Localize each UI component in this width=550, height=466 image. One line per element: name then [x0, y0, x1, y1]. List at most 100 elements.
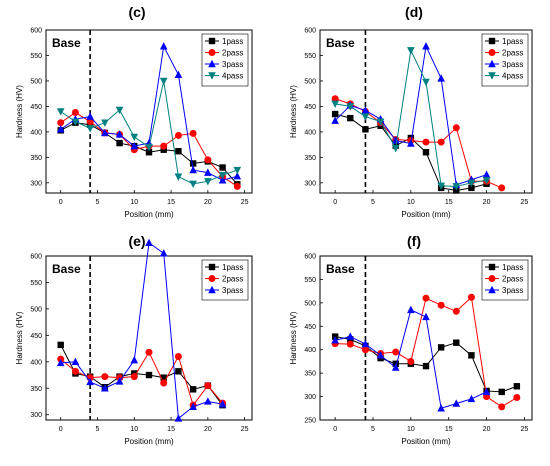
base-annotation: Base: [52, 36, 81, 50]
x-tick-label: 0: [333, 426, 337, 433]
data-point-2pass: [160, 379, 168, 387]
legend-entry: 1pass: [222, 263, 243, 272]
data-point-1pass: [145, 371, 153, 379]
panel-label-f: (f): [407, 233, 421, 249]
y-tick-label: 550: [30, 53, 42, 60]
legend-entry: 2pass: [502, 275, 523, 284]
y-tick-label: 500: [30, 306, 42, 313]
base-annotation: Base: [326, 262, 355, 276]
data-point-3pass: [101, 384, 109, 392]
data-point-2pass: [422, 138, 430, 146]
data-point-4pass: [174, 173, 183, 181]
y-axis-label: Hardness (HV): [15, 311, 24, 364]
data-point-3pass: [71, 357, 80, 366]
legend-marker: [208, 263, 216, 271]
data-point-4pass: [56, 108, 65, 116]
legend-entry: 3pass: [222, 286, 243, 295]
data-point-3pass: [361, 106, 370, 114]
data-point-3pass: [422, 312, 430, 321]
data-point-2pass: [513, 394, 521, 402]
data-point-1pass: [160, 146, 167, 153]
y-tick-label: 600: [30, 254, 42, 261]
data-point-4pass: [86, 125, 94, 133]
x-tick-label: 20: [483, 199, 491, 206]
y-tick-label: 350: [30, 386, 42, 393]
legend-marker: [208, 49, 216, 56]
x-tick-label: 15: [445, 199, 453, 206]
x-axis-label: Position (mm): [124, 437, 174, 446]
data-point-3pass: [331, 116, 339, 124]
series-line-3pass: [334, 44, 487, 186]
x-tick-label: 10: [407, 426, 415, 433]
legend-marker: [208, 37, 216, 45]
data-point-3pass: [189, 402, 197, 410]
y-tick-label: 400: [30, 129, 42, 136]
y-tick-label: 450: [30, 333, 42, 340]
data-point-1pass: [189, 386, 197, 393]
x-tick-label: 5: [96, 199, 100, 206]
data-point-3pass: [482, 387, 491, 396]
y-tick-label: 300: [30, 412, 42, 419]
x-tick-label: 0: [333, 199, 337, 206]
data-point-4pass: [130, 133, 139, 142]
y-tick-label: 500: [304, 300, 316, 307]
data-point-2pass: [422, 294, 430, 302]
data-point-2pass: [57, 119, 65, 127]
data-point-2pass: [407, 357, 415, 365]
legend-marker: [488, 37, 496, 45]
data-point-2pass: [130, 373, 138, 381]
base-annotation: Base: [326, 36, 355, 50]
base-annotation: Base: [52, 262, 81, 276]
x-tick-label: 25: [241, 199, 249, 206]
data-point-1pass: [145, 149, 153, 156]
data-point-3pass: [130, 356, 139, 364]
series-line-2pass: [60, 351, 223, 407]
y-tick-label: 550: [304, 53, 316, 60]
data-point-3pass: [391, 136, 400, 144]
data-point-4pass: [189, 180, 197, 189]
panel-label-d: (d): [405, 4, 423, 20]
x-tick-label: 10: [130, 426, 138, 433]
x-tick-label: 5: [96, 426, 100, 433]
chart-panel-0: 0 5 10 15 20 25 300 350 400 450 500 550 600 Position …: [15, 28, 253, 219]
data-point-3pass: [204, 397, 212, 405]
data-point-4pass: [376, 118, 385, 126]
x-tick-label: 15: [167, 199, 175, 206]
data-point-3pass: [437, 74, 445, 82]
data-point-1pass: [468, 352, 475, 359]
x-tick-label: 20: [483, 426, 491, 433]
data-point-3pass: [56, 358, 65, 367]
y-tick-label: 600: [30, 28, 42, 35]
y-axis-label: Hardness (HV): [15, 85, 24, 138]
data-point-3pass: [452, 399, 461, 407]
data-point-2pass: [361, 346, 369, 354]
data-point-3pass: [407, 139, 415, 147]
data-point-3pass: [376, 351, 385, 359]
legend-entry: 4pass: [222, 72, 243, 81]
data-point-2pass: [86, 118, 94, 126]
data-point-4pass: [331, 100, 339, 109]
legend-marker: [208, 275, 216, 282]
y-tick-label: 550: [304, 277, 316, 284]
y-tick-label: 600: [304, 28, 316, 35]
legend-marker: [488, 275, 496, 282]
x-tick-label: 25: [241, 426, 249, 433]
x-axis-label: Position (mm): [401, 437, 451, 446]
data-point-2pass: [174, 131, 182, 139]
legend-entry: 3pass: [222, 60, 243, 69]
chart-panel-1: 0 5 10 15 20 25 300 350 400 450 500 550 600 Position …: [289, 28, 533, 219]
y-axis-label: Hardness (HV): [289, 311, 298, 364]
x-tick-label: 15: [167, 426, 175, 433]
data-point-2pass: [331, 95, 339, 103]
legend-marker: [488, 72, 496, 80]
data-point-1pass: [362, 126, 369, 133]
x-tick-label: 5: [371, 426, 375, 433]
data-point-4pass: [71, 118, 80, 126]
data-point-3pass: [346, 332, 355, 340]
data-point-1pass: [437, 344, 445, 351]
data-point-2pass: [145, 348, 153, 356]
x-tick-label: 15: [445, 426, 453, 433]
data-point-1pass: [453, 339, 460, 346]
x-tick-label: 10: [407, 199, 415, 206]
